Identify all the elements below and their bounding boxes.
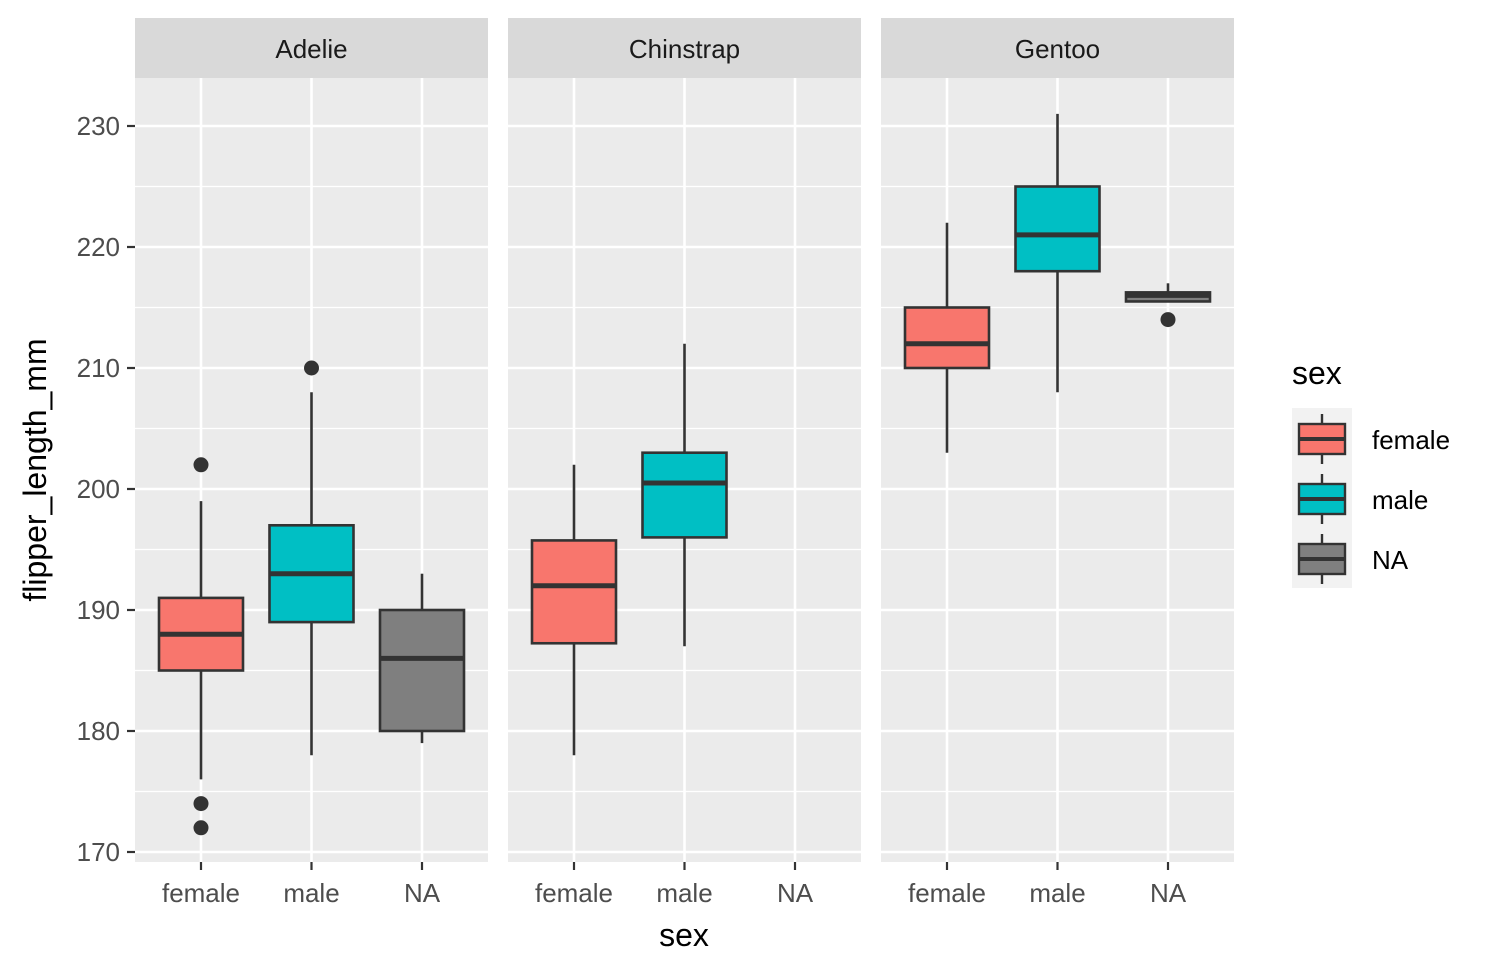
box-iqr	[1014, 185, 1101, 273]
y-tick-label: 200	[77, 474, 120, 504]
box-chinstrap-male	[641, 343, 728, 647]
facet-strip	[881, 18, 1234, 78]
box-gentoo-male	[1014, 113, 1101, 393]
box-iqr	[378, 608, 466, 733]
facet-strip-label: Chinstrap	[629, 34, 740, 64]
x-tick-label: NA	[1150, 878, 1187, 908]
y-tick-label: 230	[77, 111, 120, 141]
box-gentoo-na	[1124, 283, 1212, 328]
x-tick-label: female	[535, 878, 613, 908]
box-chinstrap-female	[530, 464, 618, 756]
x-tick-label: NA	[404, 878, 441, 908]
panels-layer: Adelie Chinstrap Gentoo	[135, 18, 1234, 862]
legend-label: male	[1372, 485, 1428, 515]
x-axis: female male NA female male NA female male NA	[162, 862, 1187, 908]
box-adelie-na	[378, 573, 466, 744]
legend-label: female	[1372, 425, 1450, 455]
outlier-point	[193, 457, 209, 473]
y-tick-label: 170	[77, 837, 120, 867]
y-tick-label: 180	[77, 716, 120, 746]
outlier-point	[1160, 312, 1176, 328]
box-adelie-male	[268, 360, 355, 756]
legend-key-na	[1297, 534, 1347, 584]
box-iqr	[641, 451, 728, 539]
x-tick-label: male	[1029, 878, 1085, 908]
legend-label: NA	[1372, 545, 1409, 575]
outlier-point	[193, 796, 209, 812]
x-tick-label: NA	[777, 878, 814, 908]
y-tick-label: 210	[77, 353, 120, 383]
outlier-point	[304, 360, 319, 376]
x-tick-label: female	[162, 878, 240, 908]
facet-strip	[135, 18, 488, 78]
legend-title: sex	[1292, 355, 1342, 391]
x-tick-label: female	[908, 878, 986, 908]
box-iqr	[903, 306, 991, 370]
facet-strip-label: Gentoo	[1015, 34, 1100, 64]
x-tick-label: male	[283, 878, 339, 908]
outlier-point	[193, 820, 209, 836]
facet-strip-label: Adelie	[275, 34, 347, 64]
y-axis-title: flipper_length_mm	[17, 338, 53, 601]
box-adelie-female	[157, 457, 245, 836]
y-tick-label: 190	[77, 595, 120, 625]
x-tick-label: male	[656, 878, 712, 908]
legend-key-male	[1297, 474, 1347, 524]
legend-key-female	[1297, 414, 1347, 464]
x-axis-title: sex	[659, 917, 709, 953]
y-axis: 170 180 190 200 210 220 230	[77, 111, 135, 867]
legend: sex female male NA	[1292, 355, 1450, 588]
facet-strip	[508, 18, 861, 78]
box-gentoo-female	[903, 222, 991, 453]
box-iqr	[530, 539, 618, 645]
y-tick-label: 220	[77, 232, 120, 262]
